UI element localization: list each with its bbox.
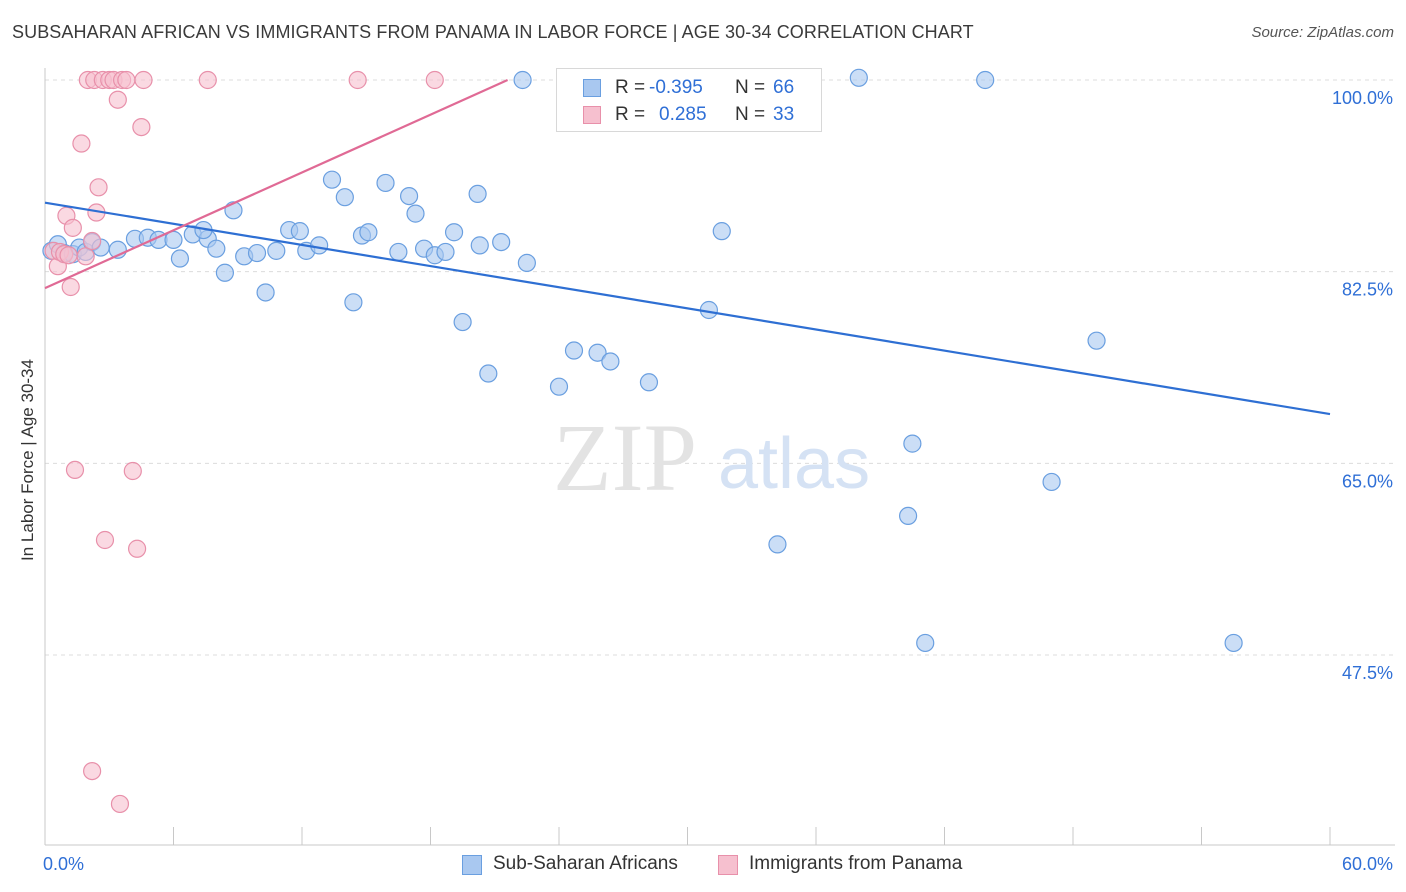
data-point-panama xyxy=(110,794,130,814)
data-point-panama xyxy=(132,117,151,137)
data-point-subsaharan xyxy=(267,241,286,260)
data-point-subsaharan xyxy=(517,253,536,273)
data-point-subsaharan xyxy=(389,242,408,262)
data-point-subsaharan xyxy=(1224,633,1243,653)
data-point-panama xyxy=(59,246,78,265)
legend-n-value: 33 xyxy=(773,104,795,125)
data-point-panama xyxy=(123,461,142,481)
data-point-subsaharan xyxy=(436,242,455,262)
correlation-legend: R = -0.395 N = 66 R = 0.285 N = 33 xyxy=(556,68,822,132)
series-label: Sub-Saharan Africans xyxy=(493,853,678,874)
legend-row-blue: R = -0.395 N = 66 xyxy=(557,74,821,100)
data-point-subsaharan xyxy=(588,343,607,362)
data-point-panama xyxy=(76,247,95,266)
data-point-subsaharan xyxy=(247,243,267,263)
data-point-subsaharan xyxy=(444,223,464,242)
legend-row-pink: R = 0.285 N = 33 xyxy=(557,101,821,127)
data-point-subsaharan xyxy=(479,364,498,383)
data-point-subsaharan xyxy=(470,236,489,255)
data-point-panama xyxy=(83,231,102,251)
data-point-subsaharan xyxy=(849,68,868,87)
points-layer xyxy=(42,68,1243,814)
series-swatch-blue xyxy=(462,855,482,875)
legend-swatch-pink xyxy=(583,106,601,124)
legend-n-label: N = xyxy=(735,77,766,98)
data-point-subsaharan xyxy=(215,263,234,282)
tick-label-layer: 47.5% 65.0% 82.5% 100.0% 0.0% 60.0% xyxy=(43,88,1393,874)
legend-n-value: 66 xyxy=(773,77,795,98)
data-point-panama xyxy=(63,218,82,237)
data-point-subsaharan xyxy=(376,173,395,193)
data-point-panama xyxy=(65,460,85,480)
watermark-zip: ZIP xyxy=(553,404,697,511)
trend-line-panama xyxy=(44,78,509,290)
data-point-subsaharan xyxy=(256,283,275,302)
data-point-subsaharan xyxy=(549,377,569,396)
data-point-subsaharan xyxy=(453,312,472,332)
data-point-subsaharan xyxy=(976,70,995,90)
data-point-panama xyxy=(83,761,102,781)
data-point-subsaharan xyxy=(359,223,378,242)
data-point-subsaharan xyxy=(712,222,731,241)
data-point-panama xyxy=(89,178,108,197)
trend-line-subsaharan xyxy=(44,201,1331,416)
data-point-subsaharan xyxy=(399,186,419,206)
data-point-subsaharan xyxy=(639,373,659,392)
grid-layer xyxy=(45,79,1395,656)
y-tick-label: 100.0% xyxy=(1332,88,1393,108)
chart-title: SUBSAHARAN AFRICAN VS IMMIGRANTS FROM PA… xyxy=(12,22,974,42)
legend-r-value: -0.395 xyxy=(649,77,703,98)
data-point-subsaharan xyxy=(322,170,342,189)
data-point-subsaharan xyxy=(468,184,487,204)
legend-n-label: N = xyxy=(735,104,766,125)
watermark-atlas: atlas xyxy=(718,424,870,504)
series-swatch-pink xyxy=(718,855,738,875)
data-point-subsaharan xyxy=(898,506,918,526)
y-tick-label: 82.5% xyxy=(1342,280,1393,300)
data-point-subsaharan xyxy=(207,239,226,258)
series-label: Immigrants from Panama xyxy=(749,853,963,874)
data-point-panama xyxy=(198,70,217,90)
data-point-subsaharan xyxy=(903,434,922,453)
legend-r-label: R = xyxy=(615,104,646,125)
data-point-subsaharan xyxy=(335,188,354,207)
data-point-panama xyxy=(72,134,91,153)
data-point-panama xyxy=(61,277,80,297)
data-point-subsaharan xyxy=(492,232,511,252)
data-point-subsaharan xyxy=(344,293,363,312)
watermark: ZIP atlas xyxy=(553,404,870,511)
x-tick-label: 60.0% xyxy=(1342,854,1393,874)
data-point-subsaharan xyxy=(513,70,532,90)
data-point-panama xyxy=(425,70,444,90)
data-point-subsaharan xyxy=(564,341,584,360)
data-point-subsaharan xyxy=(310,236,329,255)
data-point-subsaharan xyxy=(916,633,935,653)
data-point-panama xyxy=(348,70,367,90)
data-point-panama xyxy=(108,90,127,109)
legend-swatch-blue xyxy=(583,79,601,97)
data-point-panama xyxy=(95,530,115,550)
data-point-subsaharan xyxy=(1087,331,1106,350)
trend-layer xyxy=(44,78,1331,416)
source-label: Source: ZipAtlas.com xyxy=(1251,24,1394,41)
data-point-panama xyxy=(134,70,153,90)
data-point-subsaharan xyxy=(406,204,425,223)
y-tick-label: 47.5% xyxy=(1342,663,1393,683)
data-point-subsaharan xyxy=(290,222,309,241)
legend-r-label: R = xyxy=(615,77,646,98)
data-point-panama xyxy=(117,70,136,90)
axis-layer xyxy=(44,68,1395,846)
data-point-subsaharan xyxy=(170,249,190,268)
legend-r-value: 0.285 xyxy=(659,104,707,125)
data-point-subsaharan xyxy=(768,535,787,554)
x-tick-label: 0.0% xyxy=(43,854,84,874)
data-point-subsaharan xyxy=(1042,472,1061,492)
data-point-panama xyxy=(127,539,147,558)
y-axis-label: In Labor Force | Age 30-34 xyxy=(18,359,37,561)
data-point-subsaharan xyxy=(601,352,620,371)
y-tick-label: 65.0% xyxy=(1342,471,1393,491)
